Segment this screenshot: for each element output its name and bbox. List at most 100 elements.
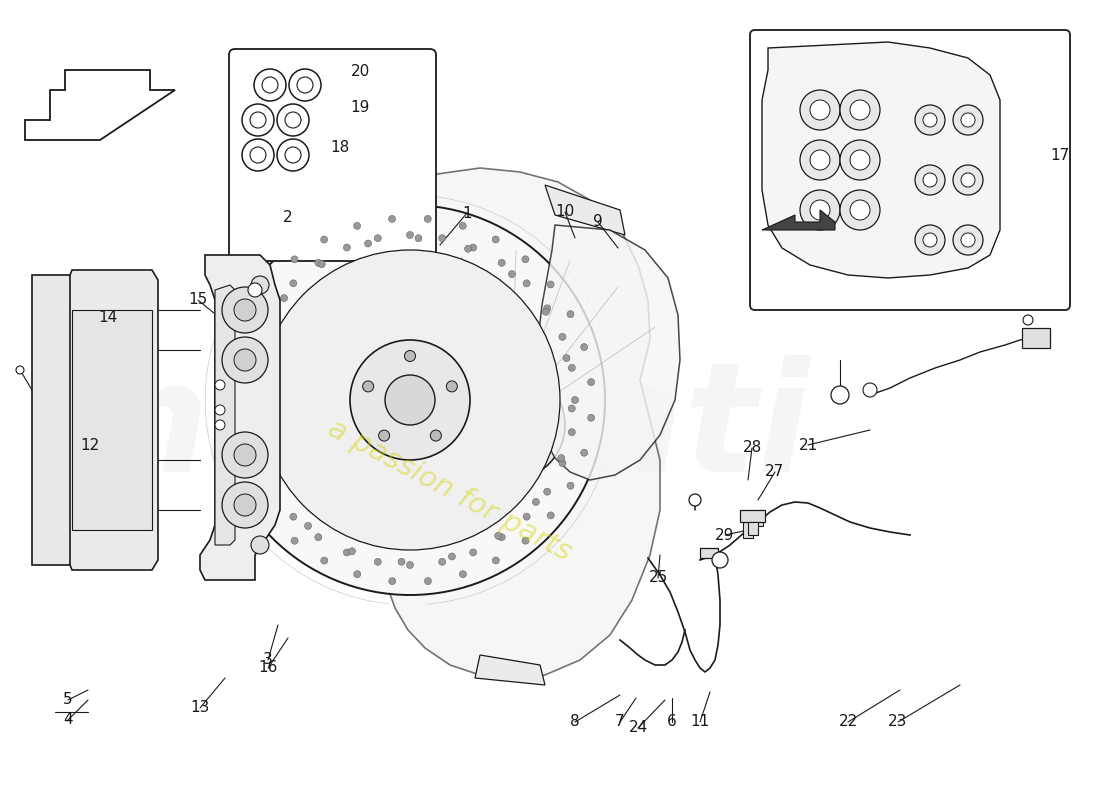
Circle shape [800,140,840,180]
Circle shape [226,378,232,386]
Circle shape [840,90,880,130]
Circle shape [543,488,551,495]
Circle shape [810,100,830,120]
Circle shape [388,578,396,585]
Circle shape [255,338,262,346]
Circle shape [244,364,252,371]
Circle shape [498,534,505,541]
Text: 20: 20 [351,65,370,79]
Text: 25: 25 [648,570,668,586]
Circle shape [246,310,253,318]
Circle shape [222,432,268,478]
Text: 24: 24 [628,721,648,735]
Circle shape [270,305,276,312]
Circle shape [961,113,975,127]
Circle shape [532,498,539,506]
Circle shape [321,557,328,564]
Circle shape [305,522,311,530]
Polygon shape [68,270,158,570]
Text: 28: 28 [742,441,761,455]
Circle shape [524,280,530,287]
Circle shape [244,429,252,436]
Circle shape [470,244,476,251]
Circle shape [363,381,374,392]
Circle shape [569,405,575,412]
Circle shape [398,558,405,566]
Circle shape [234,494,256,516]
Circle shape [250,112,266,128]
Circle shape [364,240,372,247]
Text: 12: 12 [80,438,100,453]
Text: 17: 17 [1050,147,1069,162]
Circle shape [915,165,945,195]
Circle shape [214,420,225,430]
Circle shape [374,234,382,242]
Polygon shape [700,548,718,558]
Polygon shape [32,275,70,565]
Text: 10: 10 [556,205,574,219]
Circle shape [961,233,975,247]
Circle shape [251,276,270,294]
Polygon shape [754,510,763,526]
Text: 19: 19 [350,99,370,114]
Polygon shape [742,522,754,538]
Circle shape [542,308,549,315]
Text: 13: 13 [190,701,210,715]
Polygon shape [372,168,660,680]
Circle shape [581,343,587,350]
Circle shape [953,225,983,255]
Polygon shape [475,655,544,685]
Circle shape [689,494,701,506]
Circle shape [587,414,595,422]
Circle shape [850,200,870,220]
Text: 9: 9 [593,214,603,230]
Circle shape [285,147,301,163]
Circle shape [16,366,24,374]
Circle shape [712,552,728,568]
Text: 23: 23 [889,714,908,730]
Circle shape [289,280,297,287]
Circle shape [254,69,286,101]
Circle shape [232,344,240,350]
Circle shape [495,532,502,539]
Circle shape [923,113,937,127]
Text: 2: 2 [283,210,293,226]
Circle shape [566,482,574,490]
Circle shape [923,233,937,247]
Circle shape [521,256,529,262]
Circle shape [492,236,499,243]
Circle shape [292,538,298,544]
Circle shape [242,139,274,171]
Circle shape [470,549,476,556]
Circle shape [569,364,575,371]
Circle shape [285,112,301,128]
Circle shape [439,234,446,242]
Circle shape [915,105,945,135]
Text: 1: 1 [462,206,472,221]
Circle shape [349,548,355,554]
Polygon shape [214,285,235,545]
Polygon shape [25,70,175,140]
Circle shape [378,430,389,441]
Text: 3: 3 [263,653,273,667]
Text: 7: 7 [615,714,625,730]
Polygon shape [740,510,764,522]
Polygon shape [544,185,625,235]
Circle shape [915,225,945,255]
Circle shape [498,259,505,266]
Circle shape [214,405,225,415]
Circle shape [297,77,313,93]
Text: 27: 27 [766,465,784,479]
Circle shape [559,334,565,340]
Circle shape [1023,315,1033,325]
Circle shape [350,340,470,460]
Circle shape [961,173,975,187]
Circle shape [563,354,570,362]
Circle shape [566,310,574,318]
Circle shape [850,150,870,170]
Circle shape [425,215,431,222]
Circle shape [447,381,458,392]
Circle shape [266,281,273,288]
Circle shape [464,246,472,252]
Circle shape [425,578,431,585]
